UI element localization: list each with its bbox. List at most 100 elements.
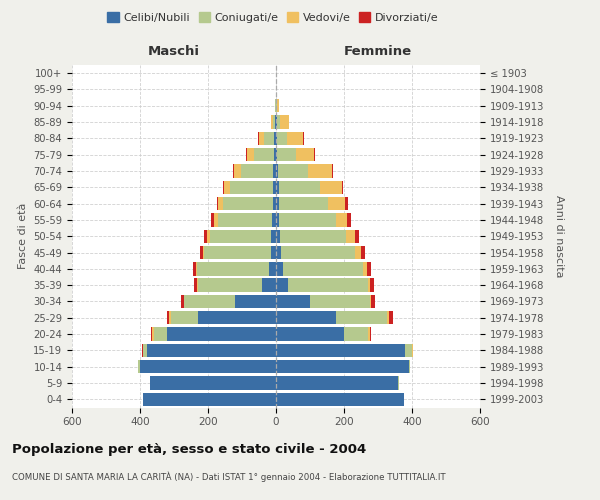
Bar xyxy=(210,230,271,243)
Bar xyxy=(259,132,264,145)
Bar xyxy=(279,197,328,210)
Bar xyxy=(230,180,272,194)
Bar xyxy=(276,360,409,374)
Bar xyxy=(208,230,210,243)
Bar xyxy=(147,344,276,357)
Bar xyxy=(281,246,355,259)
Bar xyxy=(283,262,363,276)
Bar xyxy=(341,180,343,194)
Bar xyxy=(276,376,398,390)
Bar xyxy=(264,132,274,145)
Bar xyxy=(276,197,279,210)
Bar xyxy=(224,180,230,194)
Bar xyxy=(223,180,224,194)
Bar xyxy=(275,116,276,129)
Bar xyxy=(355,230,359,243)
Bar xyxy=(214,214,218,226)
Bar xyxy=(269,262,276,276)
Bar xyxy=(346,230,355,243)
Bar xyxy=(335,311,386,324)
Bar xyxy=(368,328,370,341)
Bar xyxy=(367,262,371,276)
Bar xyxy=(276,99,277,112)
Bar xyxy=(347,214,351,226)
Bar xyxy=(389,311,392,324)
Bar xyxy=(233,164,234,177)
Bar xyxy=(276,278,288,292)
Bar xyxy=(276,392,404,406)
Y-axis label: Fasce di età: Fasce di età xyxy=(17,203,28,270)
Bar xyxy=(405,344,412,357)
Bar xyxy=(287,132,302,145)
Bar xyxy=(247,148,254,162)
Bar xyxy=(276,116,277,129)
Bar xyxy=(151,328,152,341)
Bar xyxy=(276,344,405,357)
Bar xyxy=(276,262,283,276)
Bar xyxy=(203,246,204,259)
Bar xyxy=(276,214,280,226)
Bar xyxy=(184,295,235,308)
Bar xyxy=(139,360,140,374)
Bar xyxy=(235,295,276,308)
Bar xyxy=(371,295,375,308)
Bar xyxy=(218,197,223,210)
Bar xyxy=(280,230,346,243)
Bar xyxy=(370,278,374,292)
Bar xyxy=(398,376,399,390)
Bar xyxy=(275,99,276,112)
Bar xyxy=(276,246,281,259)
Bar xyxy=(274,132,276,145)
Bar xyxy=(271,246,276,259)
Bar xyxy=(277,148,296,162)
Bar xyxy=(254,148,274,162)
Bar xyxy=(204,246,271,259)
Bar xyxy=(302,132,304,145)
Bar xyxy=(272,116,275,129)
Bar xyxy=(200,246,203,259)
Legend: Celibi/Nubili, Coniugati/e, Vedovi/e, Divorziati/e: Celibi/Nubili, Coniugati/e, Vedovi/e, Di… xyxy=(103,8,443,28)
Bar xyxy=(276,230,280,243)
Bar xyxy=(280,116,289,129)
Bar xyxy=(149,376,150,390)
Bar xyxy=(276,164,278,177)
Bar xyxy=(217,197,218,210)
Bar xyxy=(328,197,345,210)
Bar xyxy=(218,214,272,226)
Bar xyxy=(241,164,273,177)
Bar xyxy=(193,262,196,276)
Bar xyxy=(314,148,316,162)
Bar xyxy=(140,360,276,374)
Bar xyxy=(277,116,280,129)
Bar xyxy=(273,164,276,177)
Bar xyxy=(370,328,371,341)
Bar xyxy=(169,311,170,324)
Bar xyxy=(167,328,276,341)
Bar xyxy=(197,278,198,292)
Bar xyxy=(412,344,413,357)
Bar xyxy=(271,116,272,129)
Bar xyxy=(198,278,262,292)
Bar xyxy=(368,278,370,292)
Bar xyxy=(280,214,335,226)
Bar xyxy=(409,360,410,374)
Bar xyxy=(204,230,208,243)
Bar xyxy=(320,180,341,194)
Bar xyxy=(278,164,308,177)
Y-axis label: Anni di nascita: Anni di nascita xyxy=(554,195,563,278)
Bar xyxy=(386,311,389,324)
Bar xyxy=(355,246,361,259)
Text: COMUNE DI SANTA MARIA LA CARITÀ (NA) - Dati ISTAT 1° gennaio 2004 - Elaborazione: COMUNE DI SANTA MARIA LA CARITÀ (NA) - D… xyxy=(12,471,446,482)
Bar xyxy=(272,197,276,210)
Bar xyxy=(143,344,147,357)
Bar xyxy=(262,278,276,292)
Text: Femmine: Femmine xyxy=(344,46,412,59)
Bar xyxy=(308,164,332,177)
Bar xyxy=(150,376,276,390)
Bar xyxy=(211,214,214,226)
Bar xyxy=(277,99,279,112)
Bar xyxy=(288,278,368,292)
Bar xyxy=(345,197,348,210)
Bar xyxy=(181,295,184,308)
Bar xyxy=(361,246,365,259)
